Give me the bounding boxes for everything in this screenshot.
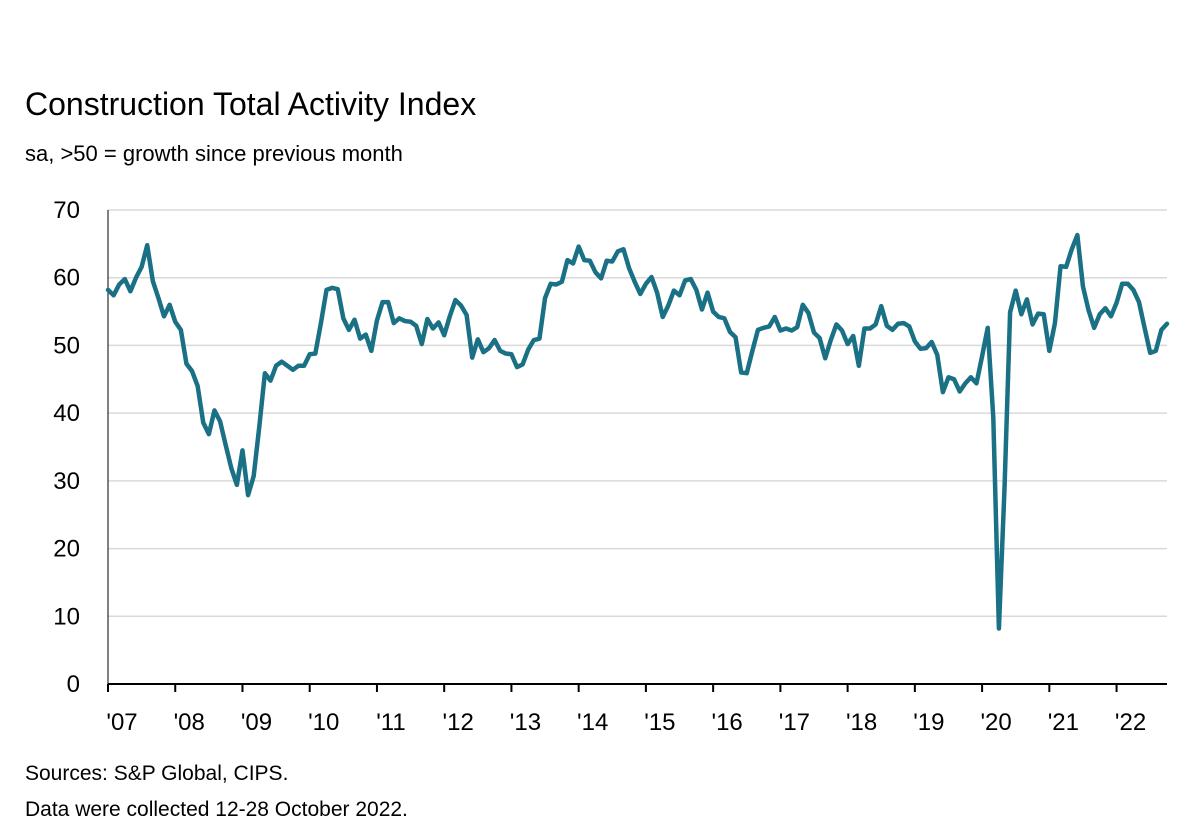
chart-subtitle: sa, >50 = growth since previous month xyxy=(25,141,403,166)
x-tick-label: '08 xyxy=(174,709,205,736)
gridlines xyxy=(108,209,1167,618)
x-tick-label: '14 xyxy=(577,709,608,736)
y-tick-label: 20 xyxy=(53,536,80,563)
x-tick-label: '17 xyxy=(779,709,810,736)
x-tick-label: '21 xyxy=(1048,709,1079,736)
x-tick-label: '20 xyxy=(980,709,1011,736)
x-axis: '07 '08 '09 '10 '11 '12 '13 '14 '15 '16 '17 '18 '19 '… xyxy=(106,210,1167,736)
x-tick-label: '15 xyxy=(644,709,675,736)
y-tick-label: 0 xyxy=(67,671,80,698)
y-tick-label: 60 xyxy=(53,265,80,292)
x-tick-label: '12 xyxy=(443,709,474,736)
y-tick-label: 40 xyxy=(53,400,80,427)
x-tick-label: '13 xyxy=(510,709,541,736)
y-axis-ticks: 0 10 20 30 40 50 60 70 xyxy=(53,197,80,698)
x-tick-label: '18 xyxy=(846,709,877,736)
sources-note: Sources: S&P Global, CIPS. xyxy=(25,762,289,785)
collection-note: Data were collected 12-28 October 2022. xyxy=(25,798,408,821)
series-line xyxy=(105,232,1170,631)
x-tick-label: '16 xyxy=(712,709,743,736)
y-tick-label: 50 xyxy=(53,332,80,359)
y-tick-label: 30 xyxy=(53,468,80,495)
series-group xyxy=(105,232,1170,631)
x-tick-label: '07 xyxy=(106,709,137,736)
chart-title: Construction Total Activity Index xyxy=(25,86,477,122)
x-tick-label: '11 xyxy=(376,709,406,736)
x-tick-label: '19 xyxy=(913,709,944,736)
x-tick-label: '10 xyxy=(308,709,339,736)
y-tick-label: 10 xyxy=(53,603,80,630)
y-tick-label: 70 xyxy=(53,197,80,224)
x-tick-label: '22 xyxy=(1115,709,1146,736)
x-tick-label: '09 xyxy=(241,709,272,736)
